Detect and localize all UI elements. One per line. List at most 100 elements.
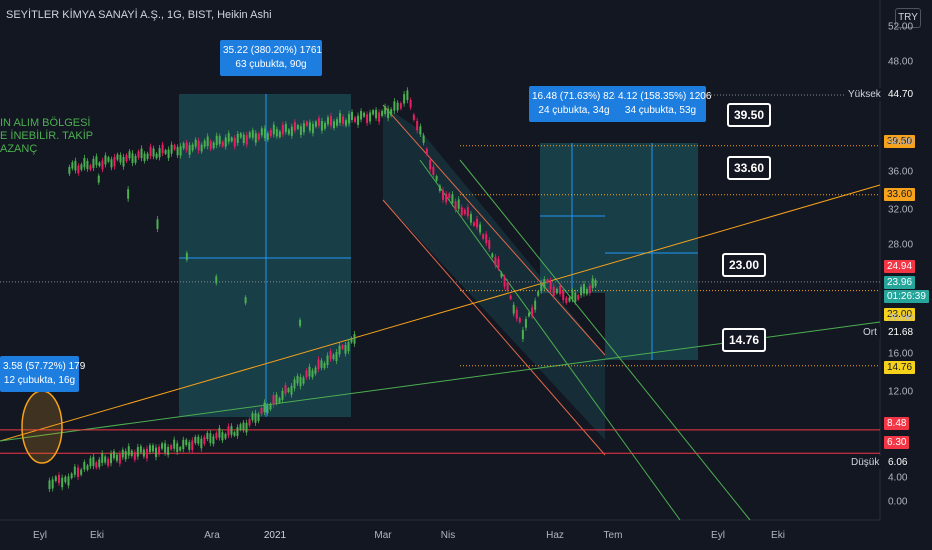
- candle-body: [155, 447, 158, 458]
- y-tick-label: 4.00: [888, 472, 908, 484]
- candle-body: [70, 473, 73, 479]
- candle-body: [227, 133, 230, 142]
- candle-body: [448, 193, 451, 199]
- candle-body: [482, 234, 485, 239]
- candle-body: [61, 477, 64, 488]
- candle-body: [317, 359, 320, 369]
- candle-body: [116, 154, 119, 160]
- candle-body: [244, 297, 247, 304]
- candle-body: [248, 132, 251, 138]
- candle-body: [537, 291, 540, 296]
- prev-close-tag: 24.94: [884, 260, 916, 273]
- candle-body: [124, 451, 127, 460]
- candle-body: [191, 144, 194, 151]
- candle-body: [494, 256, 497, 266]
- candle-body: [281, 124, 284, 135]
- candle-body: [384, 106, 387, 114]
- candle-body: [224, 433, 227, 439]
- candle-body: [350, 337, 353, 343]
- level-tag-8-48: 8.48: [884, 417, 910, 430]
- y-tick-label: 32.00: [888, 204, 914, 216]
- candle-body: [194, 139, 197, 147]
- candle-body: [332, 354, 335, 360]
- candle-body: [134, 156, 137, 163]
- candle-body: [466, 207, 469, 217]
- candle-body: [110, 453, 113, 464]
- candle-body: [320, 360, 323, 368]
- candle-body: [335, 119, 338, 126]
- candle-body: [521, 329, 524, 339]
- candle-body: [115, 454, 118, 461]
- candle-body: [500, 272, 503, 278]
- candle-body: [463, 209, 466, 215]
- candle-body: [233, 137, 236, 147]
- candle-body: [131, 153, 134, 163]
- y-tick-label: 12.00: [888, 386, 914, 398]
- candle-body: [488, 240, 491, 249]
- candle-body: [311, 123, 314, 134]
- candle-body: [230, 426, 233, 435]
- candle-body: [218, 428, 221, 438]
- candle-body: [107, 458, 110, 466]
- candle-body: [164, 150, 167, 154]
- candle-body: [130, 450, 133, 457]
- candle-body: [451, 194, 454, 204]
- candle-body: [112, 451, 115, 459]
- candle-body: [503, 277, 506, 287]
- candle-body: [416, 120, 419, 131]
- candle-body: [242, 134, 245, 144]
- candle-body: [176, 147, 179, 156]
- candle-body: [95, 156, 98, 166]
- candle-body: [64, 476, 67, 483]
- candle-body: [399, 103, 402, 109]
- candle-body: [419, 126, 422, 135]
- candle-body: [594, 280, 597, 287]
- callout-33-60: 33.60: [727, 156, 771, 180]
- currency-button[interactable]: TRY: [895, 8, 921, 28]
- avg-stat-value: 21.68: [885, 326, 917, 339]
- candle-body: [236, 133, 239, 143]
- candle-body: [396, 102, 399, 111]
- candle-body: [317, 118, 320, 126]
- x-tick-label: Ara: [204, 530, 220, 541]
- y-tick-label: 52.00: [888, 21, 914, 33]
- measure-box-target1: 16.48 (71.63%) 824 24 çubukta, 34g: [529, 86, 620, 122]
- x-tick-label: Nis: [440, 530, 456, 541]
- candle-body: [454, 201, 457, 210]
- candle-body: [245, 135, 248, 145]
- candle-body: [170, 445, 173, 450]
- candle-body: [345, 120, 348, 126]
- candle-body: [74, 160, 77, 171]
- candle-body: [472, 222, 475, 226]
- x-tick-label: Eyl: [33, 530, 47, 541]
- candle-body: [197, 140, 200, 151]
- candle-body: [284, 385, 287, 394]
- high-stat-label: Yüksek: [845, 88, 884, 101]
- measure-box-rally: 35.22 (380.20%) 1761 63 çubukta, 90g: [220, 40, 322, 76]
- candle-body: [445, 193, 448, 203]
- candle-body: [170, 144, 173, 154]
- measure-box-early: 3.58 (57.72%) 179 12 çubukta, 16g: [0, 356, 85, 392]
- y-tick-label: 36.00: [888, 166, 914, 178]
- candle-body: [68, 167, 71, 174]
- candle-body: [438, 185, 441, 191]
- candle-body: [326, 355, 329, 365]
- candle-body: [113, 157, 116, 167]
- candle-body: [156, 219, 159, 229]
- candle-body: [323, 122, 326, 129]
- candle-body: [287, 129, 290, 135]
- candle-body: [200, 144, 203, 152]
- candle-body: [209, 141, 212, 149]
- candle-body: [348, 114, 351, 124]
- candle-body: [435, 176, 438, 181]
- candle-body: [92, 158, 95, 168]
- candle-body: [497, 258, 500, 268]
- candle-body: [479, 224, 482, 233]
- candle-body: [212, 436, 215, 444]
- callout-23-00: 23.00: [722, 253, 766, 277]
- candle-body: [314, 367, 317, 374]
- candle-body: [89, 165, 92, 170]
- candle-body: [293, 122, 296, 131]
- level-tag-14-76: 14.76: [884, 361, 916, 374]
